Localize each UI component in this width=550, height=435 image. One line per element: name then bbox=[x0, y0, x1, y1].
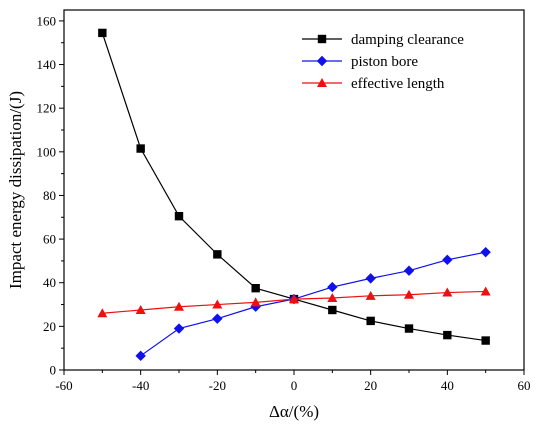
data-point bbox=[250, 297, 261, 307]
legend-item: damping clearance bbox=[302, 32, 464, 48]
legend-item: piston bore bbox=[302, 54, 418, 70]
data-point bbox=[442, 287, 453, 297]
y-tick-label: 140 bbox=[37, 57, 57, 72]
legend-label: piston bore bbox=[351, 54, 418, 70]
series-effective-length bbox=[97, 286, 491, 318]
y-tick-label: 60 bbox=[43, 232, 56, 247]
series-layer bbox=[97, 28, 491, 362]
legend-item: effective length bbox=[302, 76, 445, 92]
x-tick-label: 60 bbox=[518, 378, 531, 393]
data-point bbox=[213, 250, 222, 259]
legend-label: effective length bbox=[351, 76, 445, 92]
data-point bbox=[480, 246, 491, 258]
data-point bbox=[97, 308, 108, 318]
y-axis-title: Impact energy dissipation/(J) bbox=[6, 91, 25, 289]
axis-layer: -60 -40 -20 0 20 40 60 0 20 40 60 80 100 120 140 160 bbox=[37, 13, 531, 393]
data-point bbox=[136, 144, 145, 153]
legend: damping clearance piston bore effective le… bbox=[302, 32, 464, 92]
x-tick-label: -60 bbox=[55, 378, 72, 393]
y-tick-label: 20 bbox=[43, 319, 56, 334]
data-point bbox=[173, 323, 185, 334]
data-point bbox=[442, 254, 453, 266]
data-point bbox=[289, 294, 299, 304]
legend-marker bbox=[317, 34, 327, 44]
data-point bbox=[174, 301, 184, 311]
data-point bbox=[212, 313, 223, 324]
x-tick-label: -20 bbox=[209, 378, 226, 393]
data-point bbox=[404, 289, 414, 299]
data-point bbox=[327, 293, 338, 302]
data-point bbox=[481, 336, 490, 345]
y-tick-label: 100 bbox=[37, 144, 57, 159]
data-point bbox=[135, 305, 146, 314]
data-point bbox=[98, 28, 107, 38]
data-point bbox=[365, 290, 376, 300]
data-point bbox=[365, 273, 376, 284]
data-point bbox=[443, 330, 452, 340]
series-line bbox=[140, 251, 486, 357]
legend-marker bbox=[317, 78, 327, 87]
data-point bbox=[366, 316, 375, 326]
data-point bbox=[480, 286, 491, 296]
y-tick-label: 0 bbox=[50, 363, 57, 378]
legend-label: damping clearance bbox=[351, 32, 464, 48]
x-tick-label: 20 bbox=[364, 378, 377, 393]
x-tick-label: 40 bbox=[441, 378, 454, 393]
y-tick-label: 80 bbox=[43, 188, 56, 203]
y-tick-label: 160 bbox=[37, 13, 57, 28]
y-tick-label: 40 bbox=[43, 275, 56, 290]
data-point bbox=[174, 211, 184, 221]
y-tick-label: 120 bbox=[37, 101, 57, 116]
data-point bbox=[251, 283, 260, 293]
data-point bbox=[135, 350, 146, 362]
data-point bbox=[328, 305, 337, 315]
x-tick-label: -40 bbox=[132, 378, 149, 393]
x-tick-label: 0 bbox=[291, 378, 298, 393]
data-point bbox=[327, 281, 338, 293]
legend-marker bbox=[316, 55, 328, 67]
data-point bbox=[212, 299, 223, 309]
data-point bbox=[403, 265, 415, 276]
plot-frame bbox=[63, 9, 525, 371]
data-point bbox=[404, 324, 414, 333]
x-axis-title: Δα/(%) bbox=[269, 402, 319, 421]
